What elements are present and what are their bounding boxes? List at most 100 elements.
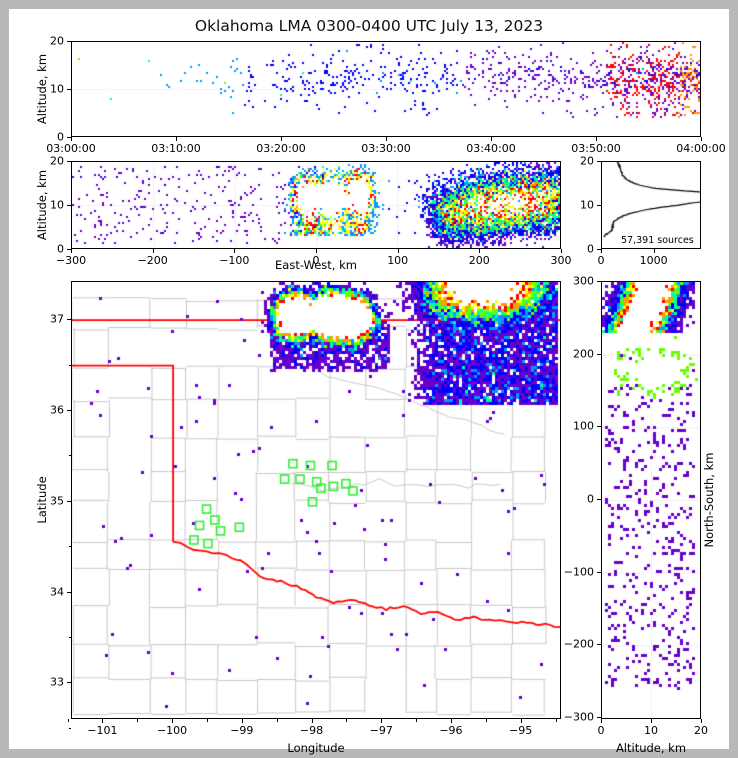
y-tick-label: 100 xyxy=(573,419,594,433)
figure-canvas: Oklahoma LMA 0300-0400 UTC July 13, 2023… xyxy=(9,9,729,755)
y-tick xyxy=(67,89,71,90)
x-tick-label: −95 xyxy=(509,724,533,737)
y-tick xyxy=(597,205,601,206)
x-tick-label: 1000 xyxy=(639,254,668,267)
x-tick-label: −98 xyxy=(299,724,324,737)
x-tick xyxy=(653,249,655,253)
y-tick xyxy=(597,571,601,573)
y-tick xyxy=(597,717,601,718)
x-tick xyxy=(397,249,399,253)
y-tick-label: 10 xyxy=(50,198,64,212)
y-minor-tick xyxy=(68,637,71,639)
time-height-panel[interactable] xyxy=(71,41,701,137)
y-tick-label: 300 xyxy=(573,274,594,288)
north-south-xlabel: Altitude, km xyxy=(615,741,687,755)
y-minor-tick xyxy=(68,455,71,457)
x-tick xyxy=(386,137,387,141)
x-tick-label: 03:20:00 xyxy=(256,142,306,155)
y-tick-label: 0 xyxy=(587,492,594,506)
x-tick-label: 03:40:00 xyxy=(466,142,516,155)
x-tick-label: 03:10:00 xyxy=(151,142,201,155)
y-tick xyxy=(67,249,71,250)
x-tick xyxy=(701,137,702,141)
east-west-height-panel[interactable] xyxy=(71,161,561,249)
x-tick xyxy=(701,719,702,723)
y-tick-label: 34 xyxy=(50,585,64,599)
x-tick xyxy=(281,137,282,141)
x-tick-label: 10 xyxy=(644,724,658,737)
y-tick xyxy=(67,137,71,138)
y-tick xyxy=(67,500,71,502)
x-minor-tick xyxy=(67,719,69,722)
x-tick xyxy=(450,719,452,723)
y-tick-label: 37 xyxy=(50,312,64,326)
x-tick xyxy=(71,137,72,141)
y-tick-label: −200 xyxy=(563,637,594,651)
x-tick-label: 200 xyxy=(468,254,490,267)
x-tick xyxy=(71,249,72,253)
y-tick xyxy=(597,644,601,646)
x-minor-tick xyxy=(416,719,418,722)
x-tick-label: −99 xyxy=(230,724,254,737)
x-tick xyxy=(381,719,383,723)
x-tick-label: −100 xyxy=(219,254,250,267)
x-minor-tick xyxy=(346,719,348,722)
page-title: Oklahoma LMA 0300-0400 UTC July 13, 2023 xyxy=(194,17,544,35)
x-tick-label: −200 xyxy=(137,254,168,267)
y-minor-tick xyxy=(68,364,71,366)
y-tick xyxy=(597,161,601,162)
source-count-annotation: 57,391 sources xyxy=(621,235,694,246)
y-tick-label: 20 xyxy=(50,154,64,168)
x-tick-label: −97 xyxy=(369,724,393,737)
x-tick xyxy=(234,249,236,253)
y-tick-label: 0 xyxy=(57,130,64,144)
y-tick-label: 33 xyxy=(50,675,64,689)
y-tick xyxy=(67,41,71,42)
y-tick-label: −300 xyxy=(563,710,594,724)
y-tick xyxy=(597,426,601,428)
altitude-histogram-panel[interactable] xyxy=(601,161,701,249)
x-minor-tick xyxy=(276,719,278,722)
y-tick xyxy=(67,682,71,684)
north-south-altitude-panel[interactable] xyxy=(601,281,701,719)
y-tick xyxy=(67,205,71,206)
y-minor-tick xyxy=(68,727,71,729)
x-tick-label: 20 xyxy=(694,724,708,737)
x-tick xyxy=(311,719,313,723)
x-tick-label: 0 xyxy=(597,724,605,737)
x-tick xyxy=(601,249,602,253)
x-minor-tick xyxy=(485,719,487,722)
x-tick xyxy=(479,249,481,253)
x-tick-label: 0 xyxy=(597,254,605,267)
north-south-ylabel: North-South, km xyxy=(702,452,716,548)
y-tick xyxy=(597,281,601,282)
east-west-xlabel: East-West, km xyxy=(275,258,357,272)
x-tick-label: −101 xyxy=(87,724,118,737)
y-tick-label: 0 xyxy=(587,242,594,256)
y-tick-label: 35 xyxy=(50,494,64,508)
y-tick-label: 20 xyxy=(580,154,594,168)
x-tick xyxy=(102,719,104,723)
x-tick-label: 03:50:00 xyxy=(571,142,621,155)
x-minor-tick xyxy=(555,719,557,722)
y-tick xyxy=(67,161,71,162)
y-tick-label: −100 xyxy=(563,565,594,579)
map-xlabel: Longitude xyxy=(287,741,345,755)
map-ylabel: Latitude xyxy=(35,476,49,524)
x-tick xyxy=(561,249,562,253)
y-tick xyxy=(67,591,71,593)
time-height-ylabel: Altitude, km xyxy=(35,53,49,125)
x-tick-label: 03:30:00 xyxy=(361,142,411,155)
x-minor-tick xyxy=(137,719,139,722)
y-tick xyxy=(597,249,601,250)
x-tick xyxy=(651,719,652,723)
x-tick-label: 300 xyxy=(550,254,572,267)
map-panel[interactable] xyxy=(71,281,561,719)
x-tick xyxy=(152,249,154,253)
x-tick xyxy=(316,249,317,253)
y-tick-label: 36 xyxy=(50,403,64,417)
x-tick-label: 03:00:00 xyxy=(46,142,96,155)
x-tick xyxy=(172,719,174,723)
x-tick xyxy=(601,719,602,723)
x-tick xyxy=(596,137,597,141)
